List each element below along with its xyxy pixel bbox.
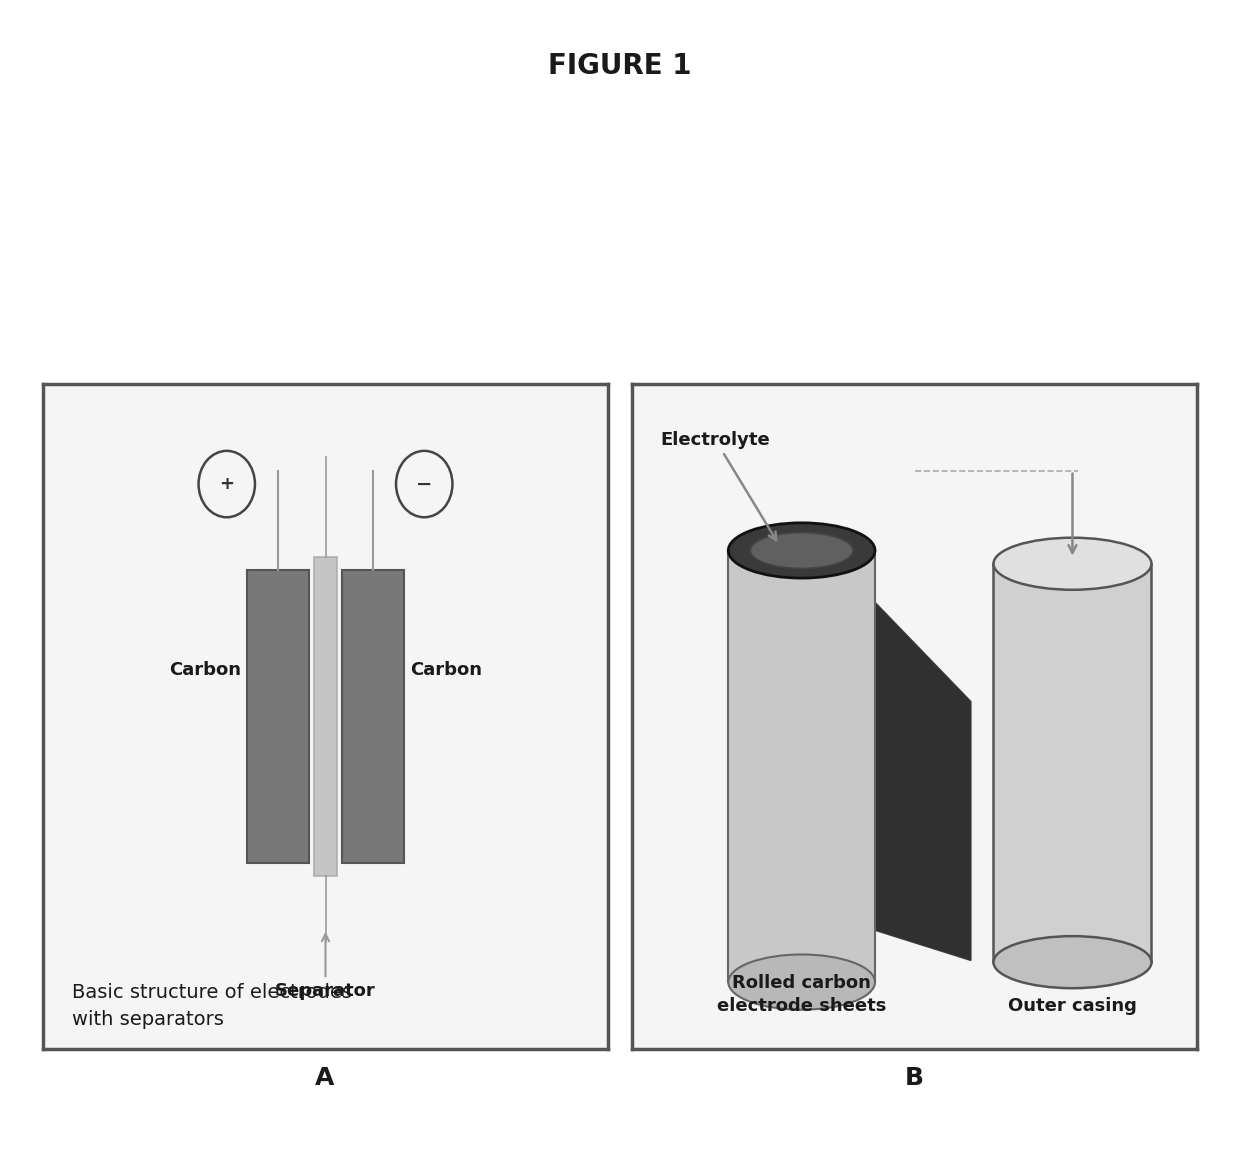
Ellipse shape [993,538,1152,589]
Bar [247,571,309,862]
Text: Separator: Separator [275,934,376,1000]
Bar [728,551,875,982]
Text: B: B [904,1066,924,1090]
Text: A: A [315,1066,335,1090]
Ellipse shape [750,532,853,569]
Ellipse shape [728,523,875,578]
Bar [314,557,337,876]
Text: Carbon: Carbon [410,661,482,679]
Text: Carbon: Carbon [169,661,241,679]
Text: −: − [417,474,433,494]
Bar [993,564,1152,962]
Text: Outer casing: Outer casing [1008,997,1137,1016]
Text: FIGURE 1: FIGURE 1 [548,52,692,80]
Text: +: + [219,475,234,493]
Text: Electrolyte: Electrolyte [661,431,776,541]
Polygon shape [875,602,971,960]
Bar [342,571,404,862]
Ellipse shape [993,937,1152,988]
Ellipse shape [728,954,875,1010]
Text: Basic structure of electrodes
with separators: Basic structure of electrodes with separ… [72,983,352,1029]
Text: Rolled carbon
electrode sheets: Rolled carbon electrode sheets [717,974,887,1016]
